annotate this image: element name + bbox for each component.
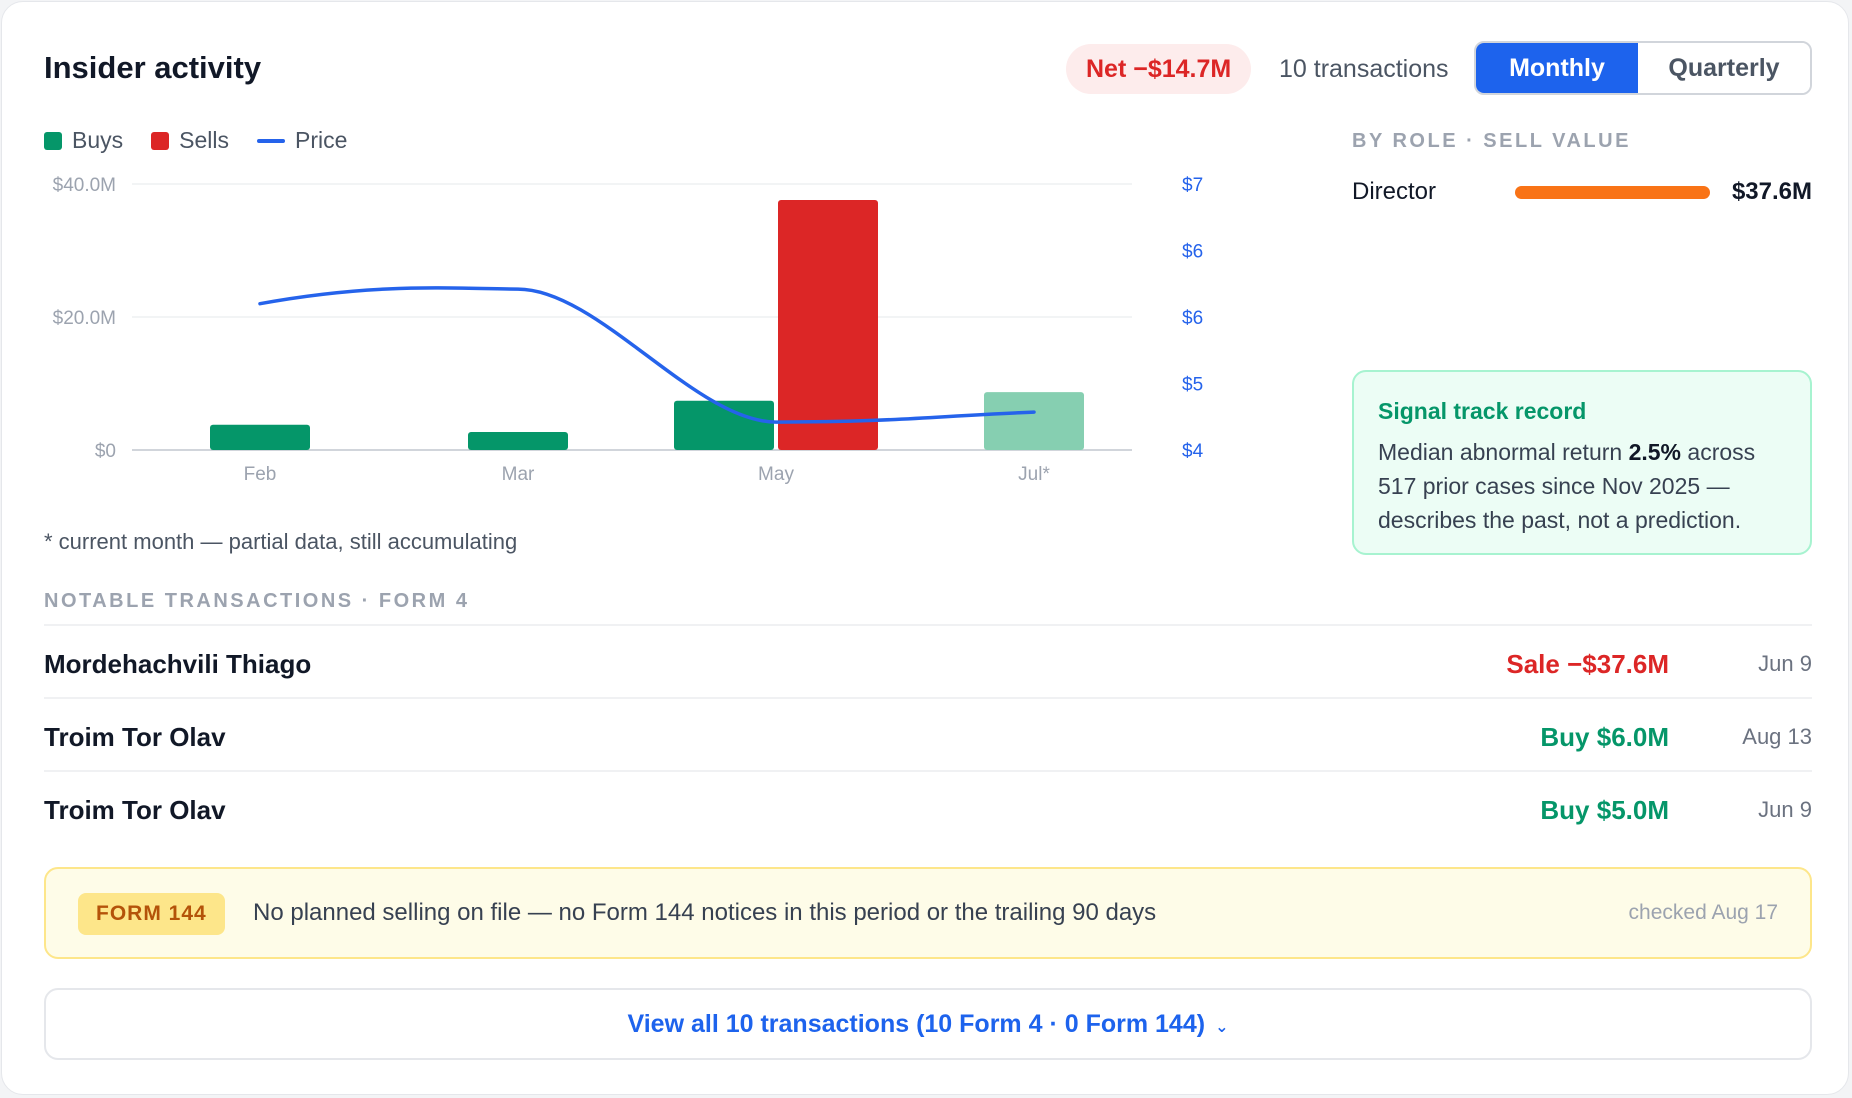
transaction-row[interactable]: Troim Tor Olav Buy $6.0M Aug 13 xyxy=(44,697,1812,770)
y-right-tick-label: $5 xyxy=(1182,375,1203,396)
net-badge: Net −$14.7M xyxy=(1066,44,1252,94)
price-line xyxy=(258,286,1036,424)
signal-body: Median abnormal return 2.5% across 517 p… xyxy=(1378,435,1786,537)
transaction-row[interactable]: Troim Tor Olav Buy $5.0M Jun 9 xyxy=(44,770,1812,843)
legend-sells: Sells xyxy=(151,127,229,154)
signal-track-record: Signal track record Median abnormal retu… xyxy=(1352,370,1812,555)
bar-sells xyxy=(778,199,878,450)
transaction-row[interactable]: Mordehachvili Thiago Sale −$37.6M Jun 9 xyxy=(44,624,1812,697)
card-title: Insider activity xyxy=(44,50,262,85)
y-left-tick-label: $20.0M xyxy=(53,308,116,329)
bar-buys xyxy=(210,424,310,450)
role-name: Director xyxy=(1352,178,1437,205)
transaction-date: Aug 13 xyxy=(1742,724,1812,749)
transaction-date: Jun 9 xyxy=(1758,797,1812,822)
signal-body-post: across 517 prior cases since Nov 2025 — … xyxy=(1378,439,1756,533)
sells-swatch xyxy=(151,131,170,150)
bar-buys xyxy=(468,432,568,450)
insider-activity-chart: $0 $20.0M $40.0M $4 $5 $6 $6 $7 Feb Mar May Jul* xyxy=(53,175,1204,485)
form-144-notice: FORM 144 No planned selling on file — no… xyxy=(44,867,1812,959)
y-left-tick-label: $40.0M xyxy=(53,175,116,196)
buys-swatch xyxy=(44,131,62,150)
insider-name: Troim Tor Olav xyxy=(44,795,226,825)
signal-title: Signal track record xyxy=(1378,398,1587,424)
legend-buys-label: Buys xyxy=(72,127,124,153)
form-144-text: No planned selling on file — no Form 144… xyxy=(253,899,1157,926)
signal-body-pre: Median abnormal return xyxy=(1378,439,1629,465)
form-144-checked: checked Aug 17 xyxy=(1628,901,1778,924)
period-toggle: Monthly Quarterly xyxy=(1474,41,1812,95)
legend-price: Price xyxy=(257,127,347,154)
y-right-tick-label: $7 xyxy=(1182,175,1203,196)
notable-transactions-list: Mordehachvili Thiago Sale −$37.6M Jun 9 … xyxy=(44,624,1812,843)
transaction-amount: Buy $5.0M xyxy=(1540,795,1669,825)
legend-buys: Buys xyxy=(44,127,123,154)
bar-buys xyxy=(674,400,774,450)
x-tick-label: May xyxy=(758,464,794,485)
transactions-count: 10 transactions xyxy=(1279,55,1449,83)
toggle-quarterly[interactable]: Quarterly xyxy=(1638,43,1810,93)
legend-price-label: Price xyxy=(295,127,348,153)
chart-footnote: * current month — partial data, still ac… xyxy=(44,529,518,554)
role-value: $37.6M xyxy=(1731,178,1812,205)
y-right-tick-label: $6 xyxy=(1182,242,1203,263)
x-tick-label: Feb xyxy=(244,464,277,485)
x-tick-label: Jul* xyxy=(1018,464,1050,485)
view-all-transactions-button[interactable]: View all 10 transactions (10 Form 4 · 0 … xyxy=(44,988,1812,1060)
y-right-tick-label: $4 xyxy=(1182,441,1204,462)
view-all-label: View all 10 transactions (10 Form 4 · 0 … xyxy=(627,1010,1206,1038)
role-bar-track xyxy=(1515,186,1710,199)
toggle-monthly[interactable]: Monthly xyxy=(1476,43,1638,93)
price-line-swatch xyxy=(257,138,285,143)
chart-legend: Buys Sells Price xyxy=(44,127,347,154)
transaction-amount: Buy $6.0M xyxy=(1540,722,1669,752)
signal-median-return: 2.5% xyxy=(1628,439,1682,465)
notable-transactions-label: NOTABLE TRANSACTIONS · FORM 4 xyxy=(44,590,470,612)
role-bar-fill xyxy=(1515,186,1710,199)
legend-sells-label: Sells xyxy=(179,127,229,153)
x-tick-label: Mar xyxy=(502,464,535,485)
insider-name: Troim Tor Olav xyxy=(44,722,226,752)
insider-name: Mordehachvili Thiago xyxy=(44,649,312,679)
y-left-tick-label: $0 xyxy=(95,441,116,462)
form-144-tag: FORM 144 xyxy=(78,893,225,935)
transaction-amount: Sale −$37.6M xyxy=(1506,649,1669,679)
transaction-date: Jun 9 xyxy=(1758,651,1812,676)
y-right-tick-label: $6 xyxy=(1182,308,1203,329)
chevron-down-icon: ⌄ xyxy=(1215,1019,1229,1036)
role-row-director: Director $37.6M xyxy=(1352,178,1812,208)
by-role-label: BY ROLE · SELL VALUE xyxy=(1352,130,1631,152)
bar-buys xyxy=(984,392,1084,450)
